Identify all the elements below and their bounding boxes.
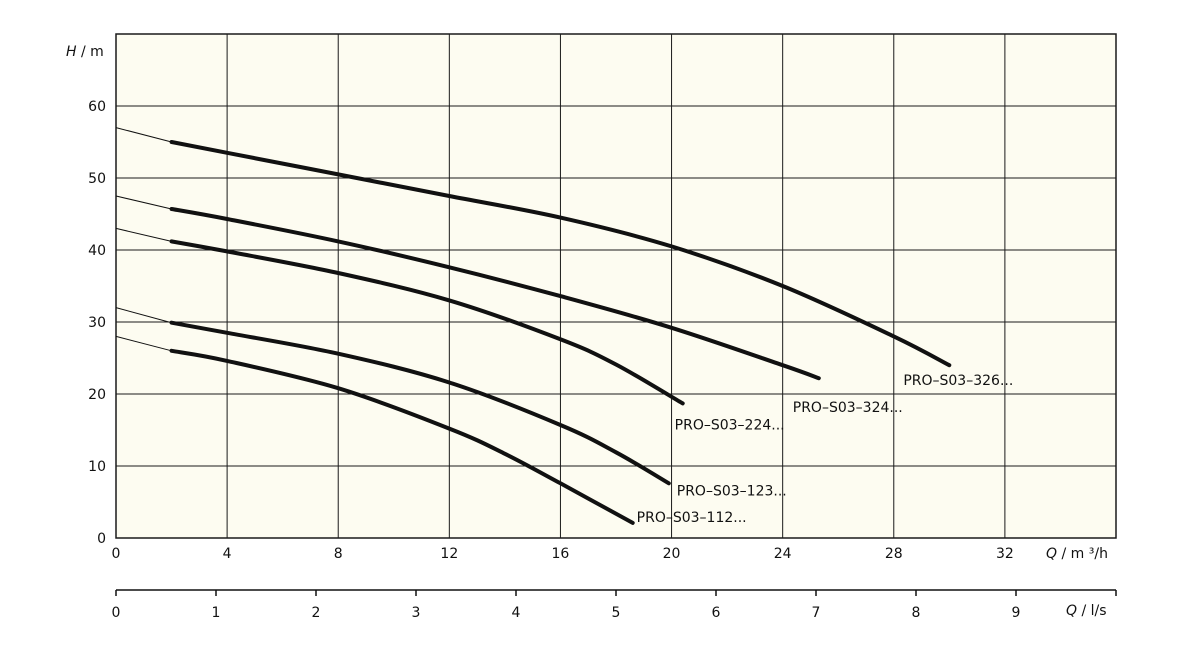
y-tick-label: 30	[88, 315, 106, 331]
series-layer	[115, 127, 952, 525]
x-tick-label: 0	[112, 546, 121, 562]
series-label: PRO–S03–324...	[793, 400, 903, 416]
x2-tick-label: 0	[112, 605, 121, 621]
series-extension-line	[115, 227, 172, 242]
x-axis-label: Q / m ³/h	[1046, 546, 1108, 562]
x2-tick-label: 2	[312, 605, 321, 621]
series-curve	[169, 348, 635, 525]
y-axis-label: H / m	[66, 44, 104, 60]
series-label: PRO–S03–326...	[903, 373, 1013, 389]
x-tick-label: 8	[334, 546, 343, 562]
x-tick-label: 32	[996, 546, 1014, 562]
series-curve	[169, 320, 671, 486]
x2-tick-label: 8	[912, 605, 921, 621]
x-tick-label: 16	[552, 546, 570, 562]
plot-area	[115, 33, 1117, 539]
secondary-x-axis: 0 1 2 3 4 5 6 7 8 9	[112, 589, 1117, 621]
series-curve	[169, 239, 685, 406]
x2-tick-label: 4	[512, 605, 521, 621]
series-curve	[169, 140, 952, 368]
series-label: PRO–S03–123...	[677, 483, 787, 499]
series-extension-line	[115, 335, 172, 352]
x-tick-label: 28	[885, 546, 903, 562]
x-tick-labels: 0 4 8 12 16 20 24 28 32	[112, 546, 1014, 562]
y-tick-label: 60	[88, 99, 106, 115]
horizontal-gridlines	[116, 105, 1116, 467]
series-curve	[169, 207, 821, 381]
x-tick-label: 24	[774, 546, 792, 562]
y-tick-label: 40	[88, 243, 106, 259]
x2-tick-label: 6	[712, 605, 721, 621]
x2-tick-label: 3	[412, 605, 421, 621]
x2-tick-label: 1	[212, 605, 221, 621]
series-label: PRO–S03–224...	[675, 417, 785, 433]
x2-tick-label: 9	[1012, 605, 1021, 621]
x-tick-label: 12	[440, 546, 458, 562]
x2-axis-label: Q / l/s	[1066, 603, 1107, 619]
x2-tick-label: 5	[612, 605, 621, 621]
x-tick-label: 20	[663, 546, 681, 562]
y-tick-labels: 0 10 20 30 40 50 60	[88, 99, 106, 547]
y-tick-label: 20	[88, 387, 106, 403]
series-extension-line	[115, 195, 172, 210]
y-tick-label: 50	[88, 171, 106, 187]
y-tick-label: 0	[97, 531, 106, 547]
y-tick-label: 10	[88, 459, 106, 475]
series-extension-line	[115, 307, 172, 324]
series-labels: PRO–S03–326...PRO–S03–324... PRO–S03–224.…	[637, 373, 1014, 526]
series-extension-line	[115, 127, 172, 143]
x2-tick-label: 7	[812, 605, 821, 621]
series-label: PRO–S03–112...	[637, 510, 747, 526]
x-tick-label: 4	[223, 546, 232, 562]
